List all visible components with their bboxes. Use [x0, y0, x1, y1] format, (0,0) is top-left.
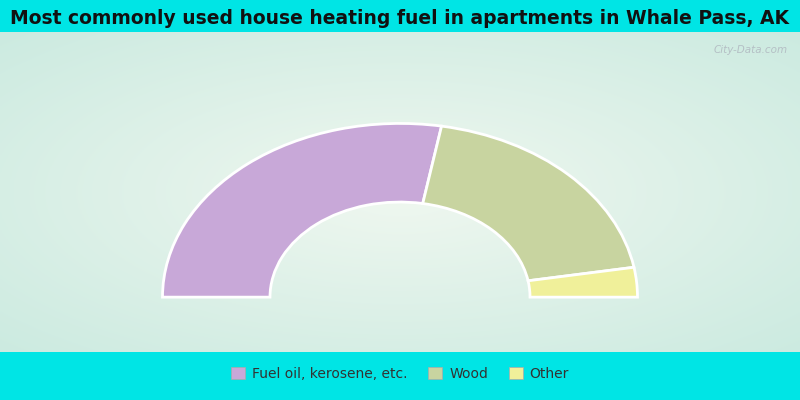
Wedge shape: [528, 267, 638, 297]
Wedge shape: [162, 124, 442, 297]
Legend: Fuel oil, kerosene, etc., Wood, Other: Fuel oil, kerosene, etc., Wood, Other: [226, 362, 574, 386]
Text: City-Data.com: City-Data.com: [714, 45, 787, 55]
Wedge shape: [422, 126, 634, 281]
Title: Most commonly used house heating fuel in apartments in Whale Pass, AK: Most commonly used house heating fuel in…: [10, 9, 790, 28]
